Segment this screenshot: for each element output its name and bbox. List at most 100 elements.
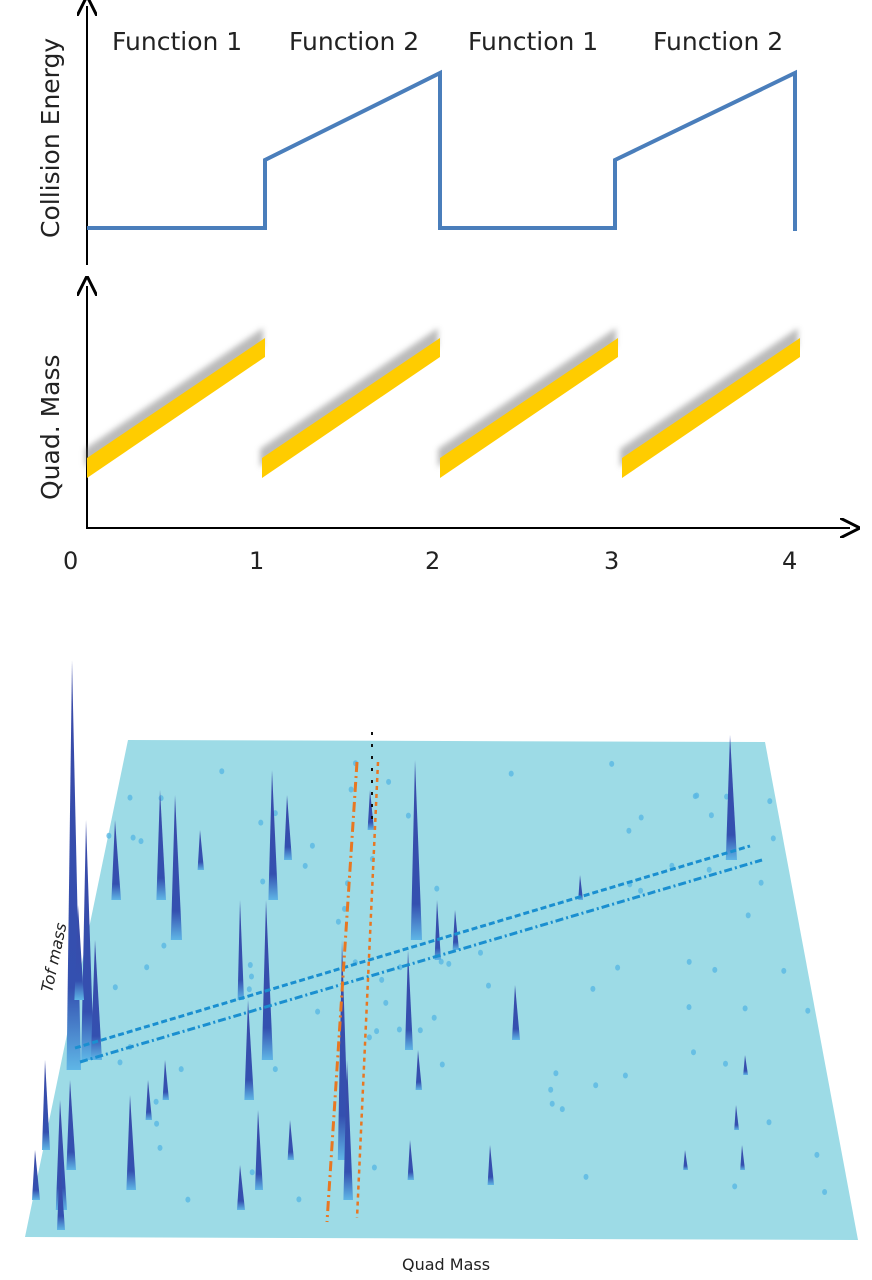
minor-peak	[117, 1059, 123, 1066]
spectral-peak	[66, 660, 81, 1070]
spectral-peak	[743, 1055, 748, 1075]
quad-mass-band	[440, 338, 618, 478]
minor-peak	[219, 768, 225, 775]
minor-peak	[342, 905, 347, 912]
minor-peak	[478, 949, 483, 956]
minor-peak	[446, 960, 452, 967]
minor-peak	[348, 786, 354, 793]
minor-peak	[638, 814, 644, 821]
minor-peak	[246, 986, 252, 993]
minor-peak	[553, 1070, 559, 1077]
surface-plane	[25, 740, 858, 1240]
spectral-peak	[268, 770, 278, 900]
minor-peak	[383, 999, 389, 1006]
minor-peak	[548, 1086, 554, 1093]
minor-peak	[417, 1027, 423, 1034]
minor-peak	[386, 778, 392, 785]
minor-peak	[157, 1144, 163, 1151]
quad-mass-band	[87, 338, 265, 478]
minor-peak	[434, 885, 440, 892]
spectral-peak	[197, 830, 204, 870]
diagonal-line-lower	[79, 858, 763, 1064]
spectral-peak	[740, 1145, 745, 1170]
minor-peak	[583, 1173, 589, 1180]
minor-peak	[732, 1183, 738, 1190]
minor-peak	[638, 887, 644, 894]
spectral-peak	[683, 1150, 688, 1170]
minor-peak	[260, 878, 266, 885]
minor-peak	[127, 794, 133, 801]
spectral-peak	[255, 1110, 263, 1190]
minor-peak	[405, 812, 411, 819]
minor-peak	[549, 1100, 555, 1107]
minor-peak	[315, 1008, 321, 1015]
minor-peak	[309, 842, 315, 849]
spectral-peak	[81, 820, 94, 1060]
minor-peak	[814, 1151, 820, 1158]
minor-peak	[249, 973, 254, 980]
minor-peak	[694, 792, 700, 799]
spectral-peak	[244, 1000, 254, 1100]
minor-peak	[258, 819, 264, 826]
minor-peak	[622, 1072, 628, 1079]
spectral-peak	[66, 1080, 76, 1170]
minor-peak	[770, 835, 776, 842]
spectral-peak	[32, 1150, 40, 1200]
spectral-peak	[42, 1060, 50, 1150]
spectral-peak	[126, 1095, 136, 1190]
spectral-peak	[287, 1120, 294, 1160]
x-tick-label: 2	[425, 547, 440, 575]
quad-mass-band	[262, 338, 440, 478]
quad-mass-band	[622, 338, 800, 478]
spectral-peak	[734, 1105, 739, 1130]
minor-peak	[130, 834, 136, 841]
minor-peak	[106, 832, 112, 839]
minor-peak	[742, 1005, 748, 1012]
minor-peak	[486, 982, 491, 989]
minor-peak	[590, 985, 596, 992]
minor-peak	[185, 1196, 191, 1203]
spectral-peak	[237, 900, 244, 1000]
minor-peak	[559, 1106, 565, 1113]
minor-peak	[805, 1007, 811, 1014]
tof-quad-surface-plot: Tof mass Quad Mass	[25, 660, 858, 1274]
spectral-peak	[284, 795, 292, 860]
minor-peak	[371, 1164, 377, 1171]
minor-peak	[374, 1028, 380, 1035]
minor-peak	[745, 912, 751, 919]
minor-peak	[438, 958, 444, 965]
minor-peak	[138, 838, 144, 845]
x-tick-label: 0	[63, 547, 78, 575]
minor-peak	[686, 958, 692, 965]
spectral-peak	[725, 735, 737, 860]
minor-peak	[396, 1026, 402, 1033]
minor-peak	[366, 1034, 372, 1041]
minor-peak	[249, 1169, 255, 1176]
collision-energy-line	[87, 69, 797, 231]
minor-peak	[822, 1189, 828, 1195]
y-axis-label: Collision Energy	[36, 38, 65, 238]
minor-peak	[691, 1049, 696, 1056]
x-tick-label: 4	[782, 547, 797, 575]
x-tick-label: 1	[249, 547, 264, 575]
minor-peak	[766, 1119, 772, 1126]
x-axis-label: Quad Mass	[402, 1255, 490, 1274]
y-axis-label: Tof mass	[37, 921, 70, 994]
spectral-peak	[407, 1140, 414, 1180]
quad-mass-chart: Quad. Mass 0 1 2 3 4	[36, 286, 850, 575]
function-label: Function 2	[289, 27, 419, 56]
minor-peak	[112, 984, 118, 991]
minor-peak	[158, 795, 164, 802]
minor-peak	[154, 1120, 160, 1127]
minor-peak	[724, 793, 730, 800]
spectral-peak	[415, 1050, 422, 1090]
function-label: Function 1	[112, 27, 242, 56]
minor-peak	[178, 1066, 184, 1073]
spectral-peak	[156, 790, 166, 900]
spectral-peak	[343, 1060, 353, 1200]
spectral-peak	[111, 820, 121, 900]
minor-peak	[439, 1061, 445, 1068]
minor-peak	[335, 918, 341, 925]
y-axis-label: Quad. Mass	[36, 354, 65, 500]
